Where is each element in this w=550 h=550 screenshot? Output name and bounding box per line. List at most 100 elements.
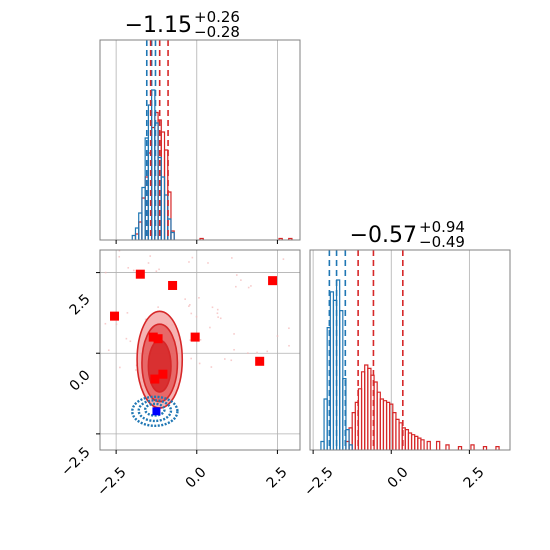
x-tick-label: 0.0 xyxy=(385,464,412,491)
red-contour xyxy=(147,339,172,393)
sample-point xyxy=(157,306,159,308)
sample-point xyxy=(210,366,213,368)
red-square-marker xyxy=(148,332,158,342)
sample-point xyxy=(129,340,132,343)
histogram-bar xyxy=(482,446,488,450)
scatter-x-tick-labels: −2.5 0.0 2.5 xyxy=(94,464,290,499)
sample-point xyxy=(198,296,200,299)
histogram-p0-panel xyxy=(99,39,301,244)
x-tick-label: 0.0 xyxy=(183,464,210,491)
sample-point xyxy=(190,312,193,315)
sample-point xyxy=(144,318,147,321)
sample-point xyxy=(126,312,129,314)
sample-point xyxy=(136,242,138,244)
title-p1-upper: +0.94 xyxy=(419,218,465,236)
histogram-bar xyxy=(199,237,204,240)
y-tick-label: 0.0 xyxy=(67,367,94,394)
sample-point xyxy=(107,349,110,352)
sample-point xyxy=(224,358,226,360)
red-square-marker xyxy=(135,269,145,279)
sample-point xyxy=(233,333,235,335)
red-square-marker xyxy=(168,280,178,290)
red-square-marker xyxy=(190,332,200,342)
histogram-bar xyxy=(457,446,463,450)
sample-point xyxy=(269,244,271,246)
title-p1-value: −0.57 xyxy=(350,223,417,248)
sample-point xyxy=(199,339,202,341)
sample-point xyxy=(104,322,107,325)
sample-point xyxy=(207,262,209,264)
histogram-bar xyxy=(170,231,175,240)
sample-point xyxy=(188,305,190,307)
histogram-p1-series xyxy=(320,250,500,450)
histogram-bar xyxy=(470,444,475,450)
sample-point xyxy=(216,312,219,315)
title-p0-upper: +0.26 xyxy=(194,8,240,26)
histogram-bar xyxy=(288,237,293,240)
histogram-bar xyxy=(163,194,169,240)
sample-point xyxy=(256,351,258,354)
sample-point xyxy=(219,317,222,320)
sample-point xyxy=(216,308,219,311)
histogram-bar xyxy=(495,446,500,450)
sample-point xyxy=(282,258,285,260)
title-p0-lower: −0.28 xyxy=(194,23,240,41)
red-square-marker xyxy=(150,374,160,384)
histogram-bar xyxy=(278,237,283,240)
sample-point xyxy=(118,255,121,258)
sample-point xyxy=(288,327,290,330)
x-tick-label: −2.5 xyxy=(301,464,336,499)
sample-point xyxy=(104,271,107,274)
red-square-marker xyxy=(110,311,120,321)
sample-point xyxy=(240,279,242,281)
x-tick-label: 2.5 xyxy=(264,464,291,491)
histogram-bar xyxy=(420,439,425,450)
sample-point xyxy=(230,359,233,362)
sample-point xyxy=(158,268,160,271)
sample-point xyxy=(149,255,152,257)
blue-square-marker xyxy=(152,407,161,416)
x-tick-label: −2.5 xyxy=(94,464,129,499)
sample-point xyxy=(190,357,192,360)
sample-point xyxy=(155,246,157,248)
histogram-bar xyxy=(435,440,441,450)
histogram-p1-x-tick-labels: −2.5 0.0 2.5 xyxy=(301,464,487,499)
sample-point xyxy=(191,256,194,259)
sample-point xyxy=(285,244,287,246)
sample-point xyxy=(288,344,290,347)
y-tick-label: −2.5 xyxy=(58,444,93,479)
histogram-bar xyxy=(345,429,350,450)
axes-frame xyxy=(99,39,301,241)
axes-frame xyxy=(309,249,511,451)
scatter-series xyxy=(104,242,290,428)
sample-point xyxy=(135,369,137,371)
sample-point xyxy=(125,337,128,340)
sample-point xyxy=(211,306,214,309)
histogram-p1-panel xyxy=(309,249,511,454)
sample-point xyxy=(195,315,198,318)
sample-point xyxy=(188,261,190,263)
red-square-marker xyxy=(255,356,265,366)
histogram-bar xyxy=(426,440,431,450)
red-histogram xyxy=(345,364,500,450)
sample-point xyxy=(235,285,237,288)
sample-point xyxy=(155,270,158,273)
histogram-bar xyxy=(167,218,172,240)
y-tick-label: 2.5 xyxy=(67,291,94,318)
blue-contour xyxy=(143,402,166,417)
sample-point xyxy=(118,250,121,252)
sample-point xyxy=(209,326,211,329)
scatter-panel xyxy=(96,242,301,454)
plot-background xyxy=(100,40,300,240)
red-square-marker xyxy=(268,276,278,286)
sample-point xyxy=(198,362,201,365)
title-p0: −1.15 +0.26 −0.28 xyxy=(125,8,240,41)
sample-point xyxy=(247,352,249,354)
sample-point xyxy=(115,323,118,326)
sample-point xyxy=(189,304,191,306)
sample-point xyxy=(119,366,121,369)
histogram-bar xyxy=(445,444,450,450)
sample-point xyxy=(127,267,130,269)
blue-contour xyxy=(137,399,173,423)
